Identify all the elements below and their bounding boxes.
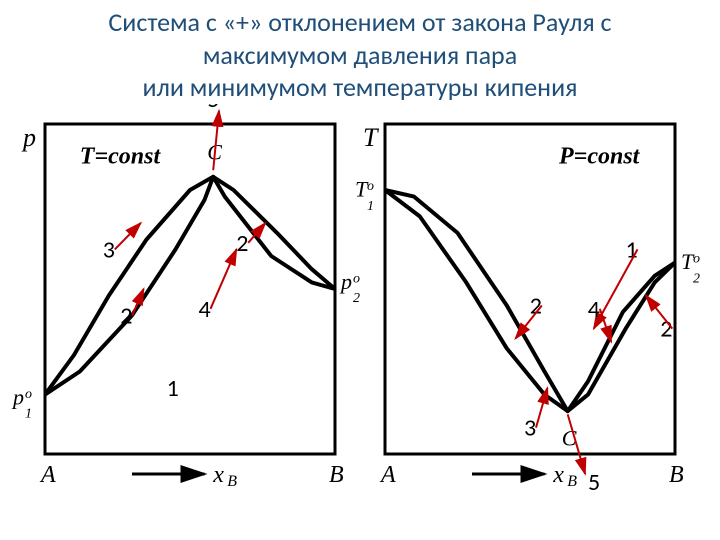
- right-point-sup: o: [353, 271, 360, 286]
- annotation-arrow: [115, 223, 141, 249]
- x-axis-sub: B: [567, 473, 577, 490]
- y-axis-label: T: [363, 123, 379, 152]
- corner-b-label: B: [669, 462, 684, 488]
- corner-a-label: A: [39, 462, 56, 488]
- annotation-arrow: [211, 249, 237, 308]
- left-point-sub: 1: [25, 406, 32, 421]
- annotation-number: 4: [588, 294, 600, 323]
- frame: [45, 124, 335, 454]
- annotation-arrow: [646, 295, 672, 328]
- right-point-sup: o: [693, 251, 700, 266]
- left-point-sup: o: [25, 386, 32, 401]
- annotation-number: 2: [236, 228, 248, 257]
- constraint-label: T=const: [80, 143, 162, 169]
- corner-a-label: A: [379, 462, 396, 488]
- y-axis-label: p: [21, 123, 36, 152]
- annotation-number: 1: [167, 374, 179, 403]
- x-axis-sub: B: [227, 473, 237, 490]
- x-axis-label: x: [212, 462, 224, 488]
- peak-callout-number: 5: [588, 467, 600, 496]
- annotation-number: 3: [103, 235, 115, 264]
- title-line-2: максимумом давления пара: [0, 39, 720, 72]
- annotation-arrow: [600, 308, 611, 341]
- inner-curve: [45, 176, 335, 394]
- constraint-label: P=const: [558, 143, 641, 169]
- annotation-number: 4: [199, 294, 211, 323]
- right-point-sub: 2: [353, 291, 360, 306]
- right-point-sub: 2: [693, 271, 700, 286]
- left-point-sup: o: [367, 179, 374, 194]
- right-point-label: p: [339, 269, 352, 294]
- diagram-svg: pT=constpo1po2C532241ABxBTP=constTo1To2C…: [0, 104, 720, 524]
- left-point-sub: 1: [367, 198, 374, 213]
- annotation-number: 3: [524, 413, 536, 442]
- x-axis-label: x: [552, 462, 564, 488]
- annotation-number: 2: [120, 301, 132, 330]
- title-line-3: или минимумом температуры кипения: [0, 71, 720, 104]
- diagram-container: pT=constpo1po2C532241ABxBTP=constTo1To2C…: [0, 104, 720, 524]
- annotation-arrow: [516, 305, 542, 338]
- left-point-label: p: [11, 384, 24, 409]
- peak-callout-number: 5: [207, 104, 219, 114]
- title-line-1: Система с «+» отклонением от закона Раул…: [0, 6, 720, 39]
- frame: [385, 124, 675, 454]
- corner-b-label: B: [329, 462, 344, 488]
- title-block: Система с «+» отклонением от закона Раул…: [0, 0, 720, 104]
- annotation-number: 2: [660, 314, 672, 343]
